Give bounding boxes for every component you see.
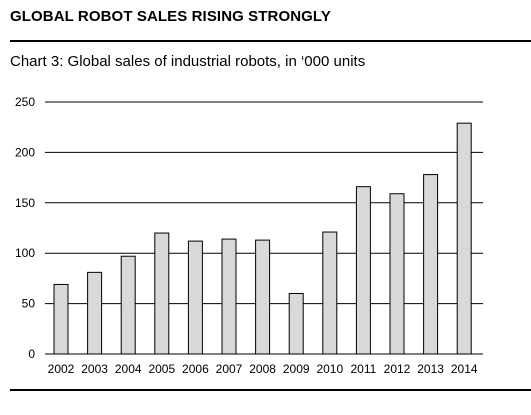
x-tick-label: 2005 — [148, 362, 175, 376]
bar-2005 — [154, 232, 170, 355]
x-tick-label: 2013 — [417, 362, 444, 376]
y-tick-label: 0 — [28, 347, 35, 361]
x-tick-label: 2011 — [350, 362, 376, 376]
y-tick-label: 50 — [22, 297, 36, 311]
bar-2004 — [120, 255, 136, 355]
bar-2014 — [456, 122, 472, 355]
bar-2007 — [221, 238, 237, 355]
bars — [53, 122, 472, 355]
bar-2012 — [389, 193, 405, 355]
bar-2013 — [423, 174, 439, 355]
top-rule — [10, 40, 531, 42]
x-tick-label: 2009 — [283, 362, 310, 376]
y-axis-tick-labels: 0 50 100 150 200 250 — [15, 95, 35, 361]
x-tick-label: 2008 — [249, 362, 276, 376]
x-tick-label: 2004 — [115, 362, 142, 376]
bar-2008 — [255, 239, 271, 355]
bar-2002 — [53, 283, 69, 355]
y-tick-label: 150 — [15, 196, 35, 210]
x-axis-tick-labels: 2002 2003 2004 2005 2006 2007 2008 2009 2010 2011… — [48, 362, 478, 376]
x-tick-label: 2007 — [216, 362, 243, 376]
x-tick-label: 2010 — [316, 362, 343, 376]
bar-2011 — [355, 186, 371, 355]
y-tick-label: 200 — [15, 145, 35, 159]
bottom-rule — [10, 389, 531, 391]
y-tick-label: 250 — [15, 95, 35, 109]
y-tick-label: 100 — [15, 246, 35, 260]
bar-2006 — [187, 240, 203, 355]
x-tick-label: 2012 — [384, 362, 411, 376]
x-tick-label: 2002 — [48, 362, 75, 376]
x-tick-label: 2006 — [182, 362, 209, 376]
x-tick-label: 2003 — [81, 362, 108, 376]
bar-2009 — [288, 293, 304, 355]
bar-2010 — [322, 231, 338, 355]
bar-2003 — [87, 271, 103, 355]
x-tick-label: 2014 — [451, 362, 478, 376]
page-headline: GLOBAL ROBOT SALES RISING STRONGLY — [10, 8, 331, 25]
chart-caption: Chart 3: Global sales of industrial robo… — [10, 53, 366, 70]
